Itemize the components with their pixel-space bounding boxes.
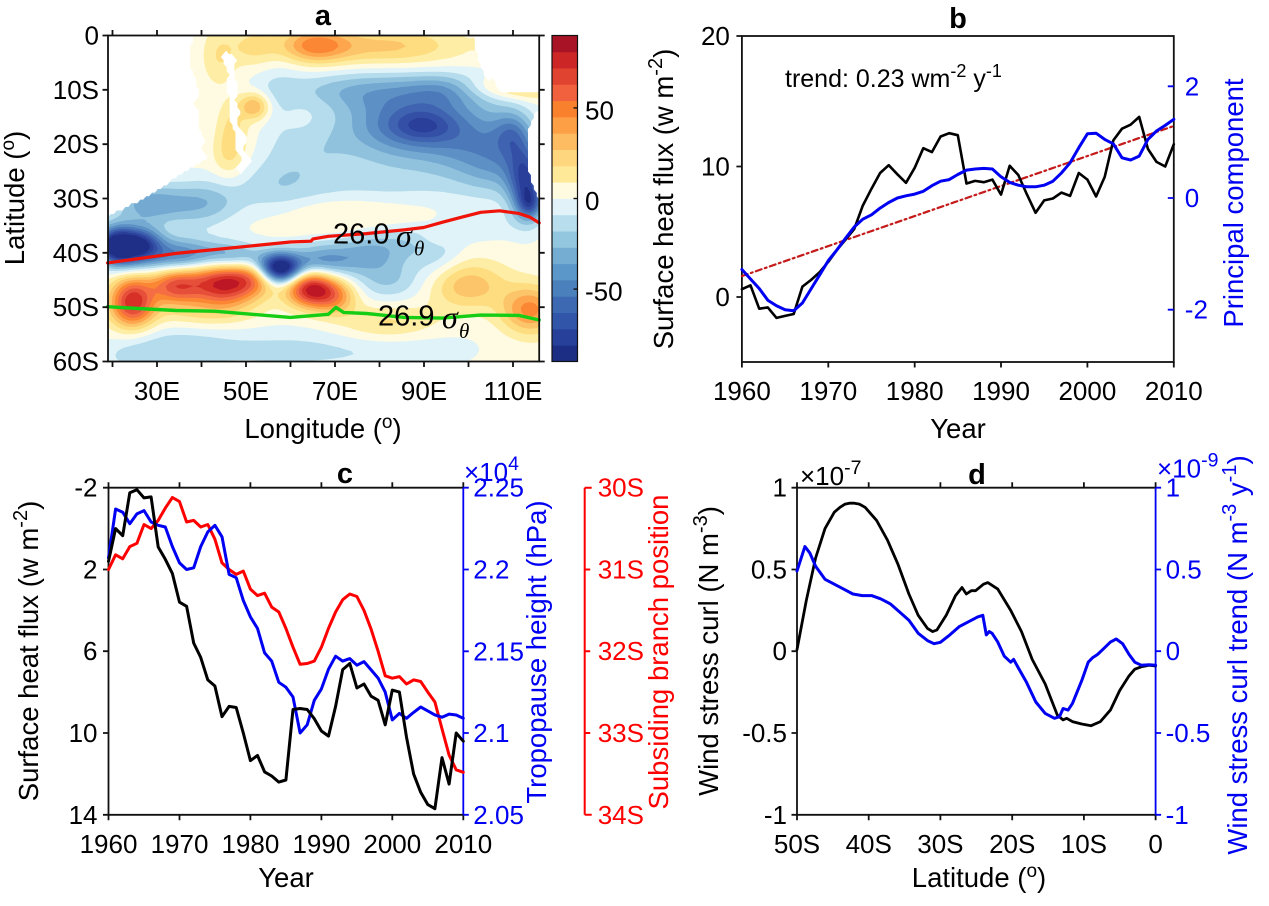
svg-text:a: a	[315, 0, 332, 32]
svg-text:1960: 1960	[80, 829, 138, 859]
svg-text:33S: 33S	[598, 718, 644, 748]
svg-text:2000: 2000	[1058, 376, 1116, 406]
svg-text:70E: 70E	[312, 376, 358, 406]
svg-text:-0.5: -0.5	[742, 718, 787, 748]
svg-text:1990: 1990	[972, 376, 1030, 406]
svg-text:50S: 50S	[53, 292, 99, 322]
svg-text:σ: σ	[396, 218, 413, 254]
svg-text:Latitude (o): Latitude (o)	[912, 861, 1046, 894]
svg-text:10S: 10S	[53, 75, 99, 105]
svg-text:-2: -2	[74, 473, 97, 503]
svg-text:0.5: 0.5	[751, 555, 787, 585]
svg-text:×10-7: ×10-7	[800, 457, 861, 491]
svg-text:-1: -1	[764, 800, 787, 830]
svg-text:Principal component: Principal component	[1218, 78, 1249, 328]
svg-text:30S: 30S	[917, 829, 963, 859]
svg-text:50: 50	[585, 95, 614, 125]
svg-text:d: d	[968, 459, 986, 491]
svg-text:2: 2	[83, 555, 97, 585]
svg-text:30S: 30S	[598, 473, 644, 503]
svg-text:1970: 1970	[799, 376, 857, 406]
svg-text:1990: 1990	[292, 829, 350, 859]
svg-text:6: 6	[83, 636, 97, 666]
svg-text:50E: 50E	[223, 376, 269, 406]
svg-text:110E: 110E	[484, 376, 543, 406]
svg-text:2.05: 2.05	[473, 800, 524, 830]
svg-text:0: 0	[1185, 183, 1199, 213]
svg-text:-2: -2	[1185, 295, 1208, 325]
svg-text:0.5: 0.5	[1166, 555, 1202, 585]
svg-text:-1: -1	[1166, 800, 1189, 830]
svg-text:1: 1	[1166, 473, 1180, 503]
svg-text:c: c	[337, 458, 353, 490]
svg-text:Wind stress curl (N m-3): Wind stress curl (N m-3)	[690, 506, 724, 796]
svg-text:60S: 60S	[53, 347, 99, 377]
svg-text:34S: 34S	[598, 800, 644, 830]
svg-text:Latitude (o): Latitude (o)	[0, 131, 30, 265]
svg-text:Year: Year	[930, 413, 986, 444]
svg-text:40S: 40S	[53, 238, 99, 268]
svg-text:Tropopause height (hPa): Tropopause height (hPa)	[521, 500, 552, 803]
svg-text:26.9: 26.9	[378, 301, 434, 333]
svg-text:2: 2	[1185, 71, 1199, 101]
svg-text:Wind stress curl trend (N m-3: Wind stress curl trend (N m-3 y-1)	[1219, 455, 1253, 854]
svg-text:θ: θ	[414, 237, 424, 261]
svg-text:32S: 32S	[598, 636, 644, 666]
svg-text:2010: 2010	[1145, 376, 1203, 406]
svg-text:Surface heat flux (w m-2): Surface heat flux (w m-2)	[10, 501, 44, 802]
svg-text:0: 0	[585, 186, 599, 216]
svg-text:14: 14	[69, 800, 98, 830]
svg-text:20: 20	[701, 21, 730, 51]
svg-text:Year: Year	[258, 862, 314, 893]
svg-text:20S: 20S	[989, 829, 1035, 859]
svg-text:30E: 30E	[134, 376, 180, 406]
svg-text:2010: 2010	[434, 829, 492, 859]
svg-text:-50: -50	[585, 277, 623, 307]
svg-text:-0.5: -0.5	[1166, 718, 1211, 748]
svg-text:10S: 10S	[1061, 829, 1107, 859]
svg-text:1960: 1960	[713, 376, 771, 406]
svg-text:trend: 0.23 wm-2 y-1: trend: 0.23 wm-2 y-1	[785, 61, 1002, 93]
svg-text:30S: 30S	[53, 184, 99, 214]
svg-text:2.25: 2.25	[473, 473, 524, 503]
svg-text:σ: σ	[442, 299, 459, 335]
svg-text:2.1: 2.1	[473, 718, 509, 748]
svg-text:1: 1	[773, 473, 787, 503]
svg-text:×10-9: ×10-9	[1157, 450, 1218, 484]
svg-text:90E: 90E	[401, 376, 447, 406]
svg-text:50S: 50S	[774, 829, 820, 859]
svg-text:b: b	[949, 3, 967, 35]
svg-text:0: 0	[715, 282, 729, 312]
svg-text:0: 0	[85, 21, 99, 51]
svg-text:Subsiding branch position: Subsiding branch position	[643, 495, 674, 810]
svg-text:1980: 1980	[886, 376, 944, 406]
svg-text:20S: 20S	[53, 129, 99, 159]
svg-text:2.2: 2.2	[473, 555, 509, 585]
svg-text:0: 0	[773, 636, 787, 666]
svg-text:10: 10	[69, 718, 98, 748]
svg-text:40S: 40S	[846, 829, 892, 859]
svg-text:1980: 1980	[221, 829, 279, 859]
svg-text:θ: θ	[459, 319, 469, 343]
svg-text:1970: 1970	[151, 829, 209, 859]
svg-text:Surface heat flux (w m-2): Surface heat flux (w m-2)	[645, 49, 679, 350]
svg-text:31S: 31S	[598, 555, 644, 585]
svg-text:0: 0	[1166, 636, 1180, 666]
svg-text:2.15: 2.15	[473, 636, 524, 666]
svg-text:0: 0	[1148, 829, 1162, 859]
svg-text:2000: 2000	[363, 829, 421, 859]
svg-text:26.0: 26.0	[333, 219, 389, 251]
svg-text:10: 10	[701, 152, 730, 182]
svg-text:Longitude (o): Longitude (o)	[244, 412, 401, 445]
